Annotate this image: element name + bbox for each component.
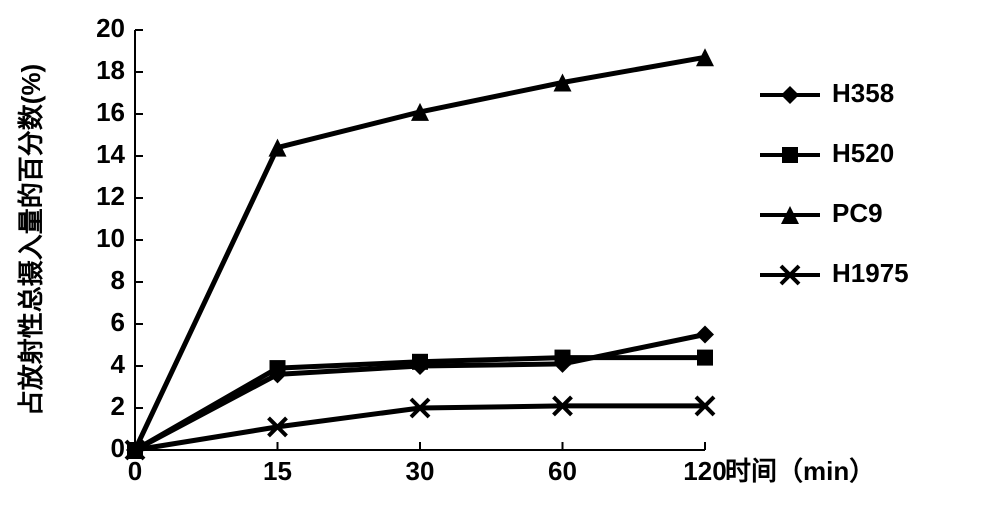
y-tick-label: 12 (96, 181, 125, 211)
x-tick-label: 60 (548, 456, 577, 486)
legend-label: H520 (832, 138, 894, 168)
y-tick-label: 20 (96, 13, 125, 43)
chart-svg: 0 2 4 6 8 10 12 14 16 18 20 0 15 30 60 120 占放射性总摄入量的百分数(… (0, 0, 1000, 515)
y-tick-label: 8 (111, 265, 125, 295)
x-tick-label: 120 (683, 456, 726, 486)
x-axis-label: 时间（min） (725, 456, 875, 486)
y-tick-label: 4 (111, 349, 126, 379)
x-tick-label: 15 (263, 456, 292, 486)
legend-label: H358 (832, 78, 894, 108)
y-tick-label: 6 (111, 307, 125, 337)
x-tick-label: 30 (406, 456, 435, 486)
y-axis-label: 占放射性总摄入量的百分数(%) (16, 64, 46, 416)
y-tick-label: 18 (96, 55, 125, 85)
y-tick-label: 0 (111, 433, 125, 463)
legend-label: H1975 (832, 258, 909, 288)
chart-container: 0 2 4 6 8 10 12 14 16 18 20 0 15 30 60 120 占放射性总摄入量的百分数(… (0, 0, 1000, 515)
y-tick-label: 14 (96, 139, 125, 169)
x-tick-label: 0 (128, 456, 142, 486)
y-tick-label: 10 (96, 223, 125, 253)
legend-label: PC9 (832, 198, 883, 228)
y-tick-label: 16 (96, 97, 125, 127)
y-tick-label: 2 (111, 391, 125, 421)
